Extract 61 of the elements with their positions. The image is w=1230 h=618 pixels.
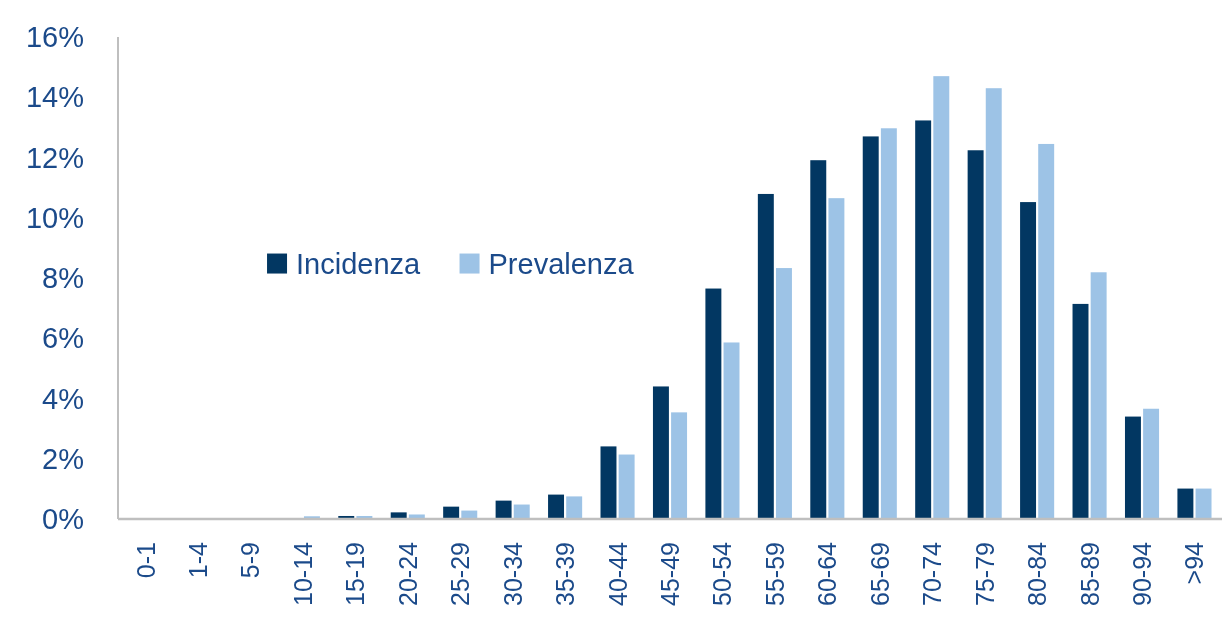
x-tick-label: 5-9 <box>236 542 265 579</box>
bar <box>1177 488 1194 519</box>
x-tick-label: 80-84 <box>1023 541 1052 606</box>
bar <box>1090 272 1107 519</box>
bar <box>566 496 583 519</box>
bar <box>1020 202 1037 519</box>
bar <box>828 198 845 519</box>
y-tick-label: 10% <box>25 201 84 234</box>
x-tick-label: 65-69 <box>865 542 894 606</box>
x-tick-label: 25-29 <box>446 542 475 606</box>
bar <box>1038 143 1055 519</box>
bar <box>705 288 722 519</box>
bar <box>548 494 565 519</box>
y-tick-label: 0% <box>42 503 84 535</box>
x-tick-label: 50-54 <box>708 541 737 606</box>
x-tick-label: 90-94 <box>1128 541 1157 606</box>
bar <box>723 342 740 519</box>
x-tick-label: 70-74 <box>918 541 947 606</box>
bar <box>513 504 530 519</box>
bar <box>495 500 512 519</box>
x-tick-label: 45-49 <box>656 542 684 606</box>
x-tick-label: 75-79 <box>970 542 999 606</box>
bar <box>618 454 635 519</box>
legend-label: Incidenza <box>296 247 422 280</box>
bar <box>1124 416 1141 519</box>
bar <box>985 88 1002 519</box>
bar <box>390 512 407 519</box>
y-tick-label: 2% <box>42 442 84 475</box>
bar <box>1143 408 1160 519</box>
x-tick-label: 40-44 <box>603 541 632 606</box>
x-tick-label: 1-4 <box>183 541 212 579</box>
x-tick-label: 55-59 <box>760 542 789 606</box>
x-tick-label: 20-24 <box>393 541 422 606</box>
x-tick-label: 60-64 <box>813 541 842 606</box>
x-tick-label: 35-39 <box>551 542 580 606</box>
x-tick-label: 0-1 <box>131 542 160 579</box>
bar <box>1072 303 1089 519</box>
bar <box>880 128 897 519</box>
bar <box>600 446 617 519</box>
x-tick-label: 85-89 <box>1075 542 1104 606</box>
bar <box>915 120 932 519</box>
x-tick-label: 30-34 <box>498 541 527 606</box>
bar <box>967 150 984 519</box>
x-tick-label: >94 <box>1180 541 1209 585</box>
bar <box>775 268 792 519</box>
y-tick-label: 14% <box>25 81 84 114</box>
x-tick-label: 10-14 <box>288 541 317 606</box>
bar <box>810 160 827 519</box>
y-tick-label: 12% <box>25 141 84 174</box>
bar <box>862 136 879 519</box>
bar <box>933 76 950 519</box>
x-tick-label: 15-19 <box>341 542 370 606</box>
bar <box>652 386 669 519</box>
y-tick-label: 6% <box>42 322 84 355</box>
bar <box>757 193 774 519</box>
legend-label: Prevalenza <box>488 247 635 280</box>
y-tick-label: 4% <box>42 382 84 415</box>
y-tick-label: 16% <box>25 21 84 53</box>
bar <box>671 412 688 519</box>
bar <box>1195 488 1212 519</box>
y-tick-label: 8% <box>42 262 84 294</box>
